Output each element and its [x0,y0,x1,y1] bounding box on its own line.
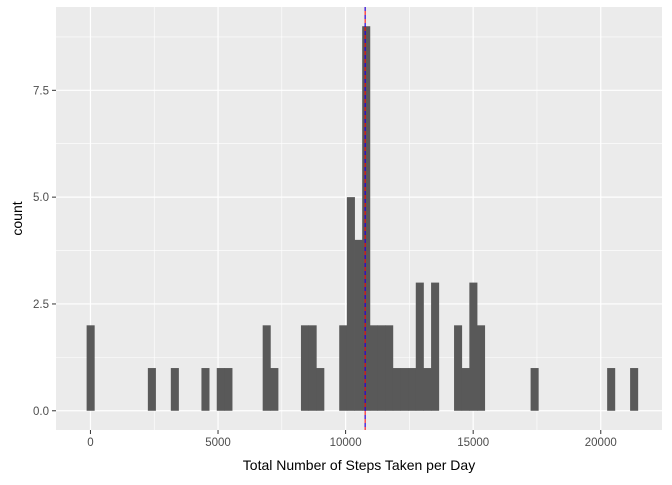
histogram-bar [392,368,401,411]
histogram-bar [630,368,639,411]
histogram-bars [86,26,639,411]
x-tick-label: 20000 [585,437,617,449]
histogram-bar [262,325,271,411]
histogram-bar [300,325,310,411]
histogram-bar [216,368,225,411]
histogram-bar [477,325,486,411]
histogram-bar [408,368,417,411]
y-tick-label: 2.5 [33,299,49,311]
histogram-bar [201,368,210,411]
histogram-bar [339,325,348,411]
y-axis-title: count [9,201,25,235]
histogram-bar [316,368,325,411]
y-axis: 0.0 2.5 5.0 7.5 [33,85,56,418]
y-tick-label: 5.0 [33,192,49,204]
histogram-bar [369,325,378,411]
x-tick-label: 5000 [205,437,231,449]
histogram-bar [362,26,371,411]
histogram-bar [346,197,355,411]
x-axis-title: Total Number of Steps Taken per Day [243,457,475,473]
histogram-bar [454,325,463,411]
histogram-bar [461,368,470,411]
histogram-bar [270,368,279,411]
histogram-bar [377,325,386,411]
histogram-bar [385,325,394,411]
histogram-bar [170,368,179,411]
histogram-bar [86,325,95,411]
histogram-bar [423,368,432,411]
x-tick-label: 15000 [457,437,489,449]
x-tick-label: 10000 [330,437,362,449]
x-tick-label: 0 [87,437,93,449]
histogram-bar [147,368,156,411]
x-axis: 0 5000 10000 15000 20000 [87,430,617,449]
histogram-bar [415,282,424,411]
histogram-bar [354,239,363,411]
histogram-bar [469,282,478,411]
y-tick-label: 7.5 [33,85,49,97]
histogram-bar [400,368,409,411]
histogram-bar [607,368,616,411]
histogram-bar [431,282,440,411]
histogram-bar [224,368,233,411]
histogram-bar [308,325,317,411]
y-tick-label: 0.0 [33,406,49,418]
histogram-bar [530,368,539,411]
